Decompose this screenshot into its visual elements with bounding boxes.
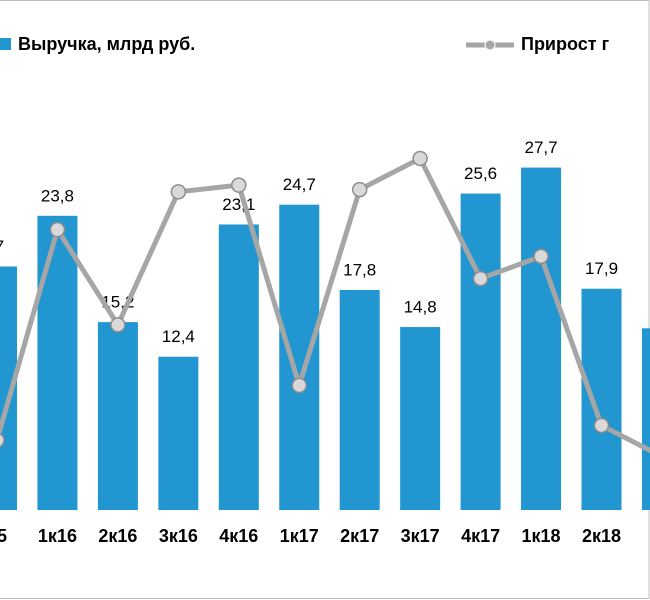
line-point — [593, 417, 610, 434]
data-label: 14,8 — [404, 298, 437, 317]
bar — [460, 193, 501, 511]
data-label: 25,6 — [464, 164, 497, 183]
bar — [641, 328, 650, 510]
bar — [339, 289, 380, 510]
data-label: 24,7 — [283, 175, 316, 194]
bar — [521, 167, 562, 510]
data-label: 12,4 — [162, 327, 195, 346]
data-label: 23,1 — [222, 195, 255, 214]
line-point — [49, 221, 66, 238]
legend-swatch — [0, 38, 11, 50]
line-point — [0, 432, 5, 448]
line-point — [110, 317, 126, 333]
line — [0, 155, 650, 454]
x-tick-label: 1к16 — [38, 526, 77, 546]
x-tick-label: 4к17 — [461, 526, 500, 546]
x-tick-label: 2к18 — [582, 526, 621, 546]
bar — [0, 266, 17, 510]
legend-label: Выручка, млрд руб. — [18, 34, 195, 54]
data-label: 27,7 — [525, 138, 558, 157]
data-label: 17,8 — [343, 260, 376, 279]
line-point — [412, 150, 428, 167]
x-tick-label: 3к16 — [159, 526, 198, 546]
bar — [400, 327, 441, 510]
x-tick-label: 3к17 — [401, 526, 440, 546]
line-point — [533, 248, 549, 265]
data-label: ,7 — [0, 237, 4, 256]
data-label: 17,9 — [585, 259, 618, 278]
x-tick-label: 2к16 — [98, 526, 137, 546]
bar — [37, 215, 78, 511]
legend-label: Прирост г — [521, 34, 610, 54]
bar — [218, 224, 259, 511]
x-tick-label: 15 — [0, 526, 7, 546]
line-point — [231, 177, 247, 193]
x-tick-label: 2к17 — [340, 526, 379, 546]
legend-dot — [484, 39, 496, 51]
line-point — [472, 270, 489, 287]
x-tick-label: 1к17 — [280, 526, 319, 546]
line-point — [170, 184, 187, 200]
bar — [581, 288, 622, 510]
data-label: 23,8 — [41, 186, 74, 205]
bar — [158, 356, 199, 510]
x-tick-label: 4к16 — [219, 526, 258, 546]
x-tick-label: 1к18 — [522, 526, 561, 546]
bar — [97, 322, 138, 510]
line-point — [351, 181, 368, 198]
bar — [279, 204, 320, 511]
line-point — [291, 377, 307, 394]
